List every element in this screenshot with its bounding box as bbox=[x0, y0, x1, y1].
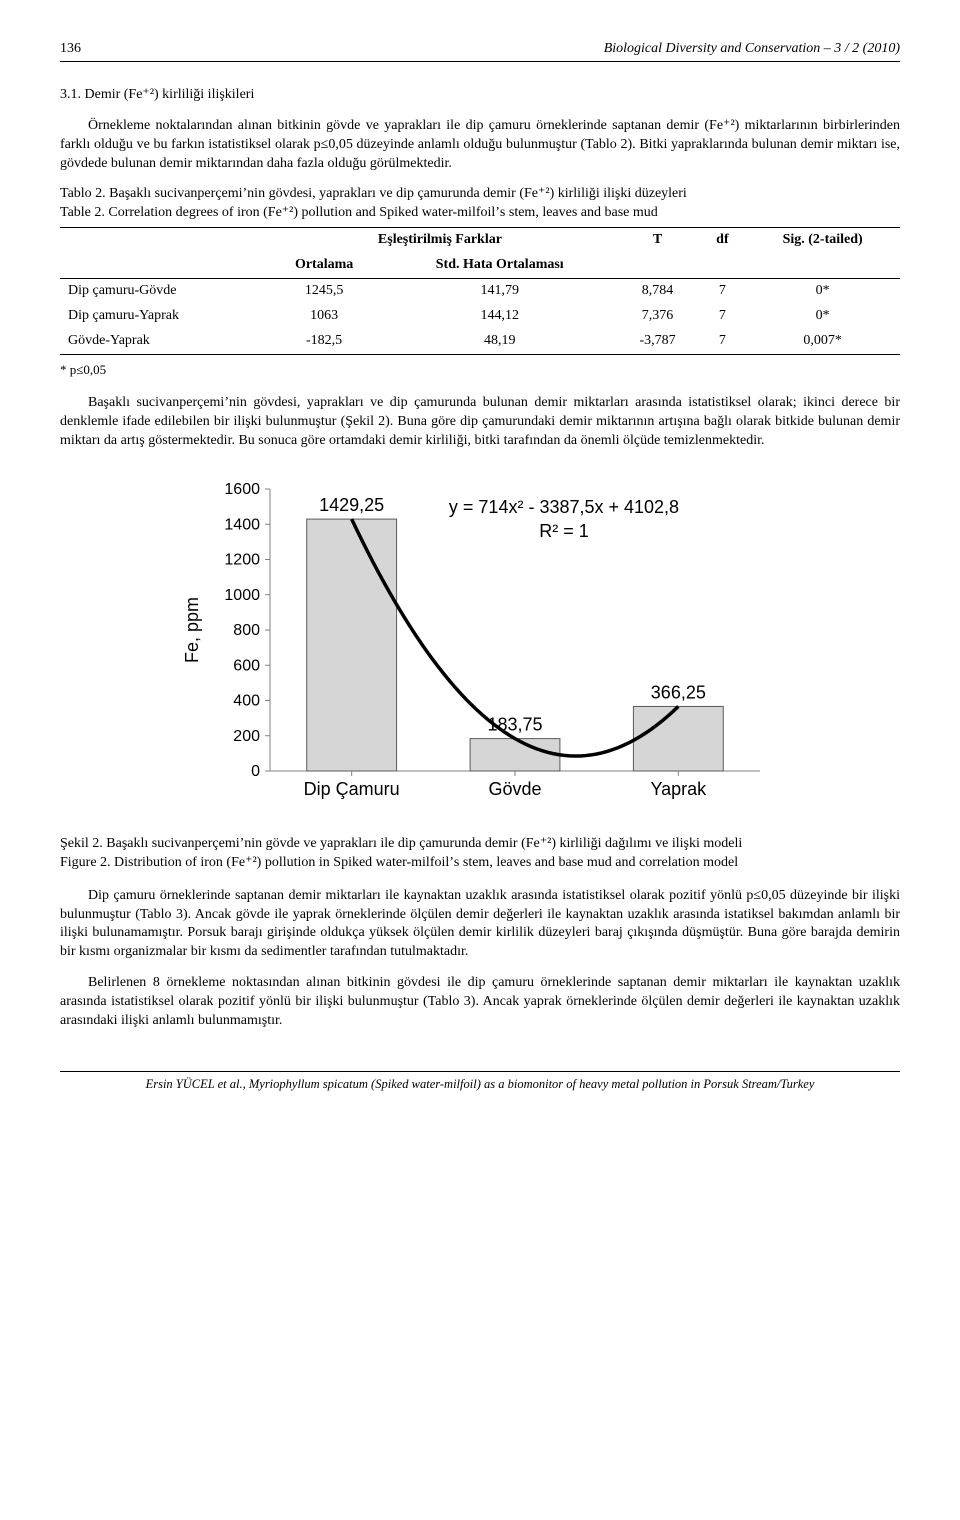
th-sig: Sig. (2-tailed) bbox=[745, 228, 900, 253]
page-number: 136 bbox=[60, 40, 81, 59]
section-heading: 3.1. Demir (Fe⁺²) kirliliği ilişkileri bbox=[60, 86, 900, 105]
table-cell: 0* bbox=[745, 304, 900, 329]
table-cell: 8,784 bbox=[616, 279, 700, 304]
table-row: Gövde-Yaprak-182,548,19-3,78770,007* bbox=[60, 329, 900, 354]
table2-caption-tr: Tablo 2. Başaklı sucivanperçemiʼnin gövd… bbox=[60, 185, 900, 204]
table-cell: 144,12 bbox=[384, 304, 616, 329]
table2-caption: Tablo 2. Başaklı sucivanperçemiʼnin gövd… bbox=[60, 185, 900, 223]
fe-chart-svg: 0 200 400 600 800 1000 1200 1400 1600 Fe, ppm 1429… bbox=[180, 471, 780, 811]
svg-text:200: 200 bbox=[233, 728, 260, 745]
paragraph-3: Dip çamuru örneklerinde saptanan demir m… bbox=[60, 887, 900, 963]
svg-text:366,25: 366,25 bbox=[651, 682, 706, 702]
journal-title: Biological Diversity and Conservation – … bbox=[604, 40, 900, 59]
fe-chart: 0 200 400 600 800 1000 1200 1400 1600 Fe, ppm 1429… bbox=[180, 471, 780, 811]
svg-text:600: 600 bbox=[233, 657, 260, 674]
th-blank2 bbox=[60, 253, 264, 278]
paragraph-1: Örnekleme noktalarından alınan bitkinin … bbox=[60, 117, 900, 174]
fig2-caption-en: Figure 2. Distribution of iron (Fe⁺²) po… bbox=[60, 855, 738, 870]
table-cell: 7,376 bbox=[616, 304, 700, 329]
th-blank3 bbox=[616, 253, 700, 278]
th-pair: Eşleştirilmiş Farklar bbox=[264, 228, 615, 253]
svg-text:800: 800 bbox=[233, 622, 260, 639]
svg-text:1600: 1600 bbox=[224, 481, 260, 498]
table-cell: 7 bbox=[700, 279, 746, 304]
paragraph-2: Başaklı sucivanperçemiʼnin gövdesi, yapr… bbox=[60, 394, 900, 451]
table-cell: 1245,5 bbox=[264, 279, 384, 304]
th-mean: Ortalama bbox=[264, 253, 384, 278]
table2-caption-en: Table 2. Correlation degrees of iron (Fe… bbox=[60, 204, 900, 223]
table-cell: 7 bbox=[700, 329, 746, 354]
th-blank4 bbox=[700, 253, 746, 278]
table-row: Dip çamuru-Gövde1245,5141,798,78470* bbox=[60, 279, 900, 304]
table-cell: -3,787 bbox=[616, 329, 700, 354]
table-cell: 1063 bbox=[264, 304, 384, 329]
th-se: Std. Hata Ortalaması bbox=[384, 253, 616, 278]
table-cell: 141,79 bbox=[384, 279, 616, 304]
th-df: df bbox=[700, 228, 746, 253]
svg-text:400: 400 bbox=[233, 692, 260, 709]
table-cell: Dip çamuru-Yaprak bbox=[60, 304, 264, 329]
svg-text:y = 714x² - 3387,5x + 4102,8: y = 714x² - 3387,5x + 4102,8 bbox=[449, 497, 679, 517]
footer-citation: Ersin YÜCEL et al., Myriophyllum spicatu… bbox=[60, 1071, 900, 1093]
th-blank5 bbox=[745, 253, 900, 278]
svg-text:1429,25: 1429,25 bbox=[319, 495, 384, 515]
table2-footnote: * p≤0,05 bbox=[60, 361, 900, 379]
svg-text:1400: 1400 bbox=[224, 516, 260, 533]
table2: Eşleştirilmiş Farklar T df Sig. (2-taile… bbox=[60, 227, 900, 354]
table-cell: -182,5 bbox=[264, 329, 384, 354]
running-header: 136 Biological Diversity and Conservatio… bbox=[60, 40, 900, 62]
svg-text:1000: 1000 bbox=[224, 587, 260, 604]
table-cell: 0* bbox=[745, 279, 900, 304]
table-cell: Gövde-Yaprak bbox=[60, 329, 264, 354]
table-cell: Dip çamuru-Gövde bbox=[60, 279, 264, 304]
table-cell: 0,007* bbox=[745, 329, 900, 354]
svg-text:Dip Çamuru: Dip Çamuru bbox=[304, 779, 400, 799]
th-blank bbox=[60, 228, 264, 253]
table-cell: 7 bbox=[700, 304, 746, 329]
table-row: Dip çamuru-Yaprak1063144,127,37670* bbox=[60, 304, 900, 329]
paragraph-4: Belirlenen 8 örnekleme noktasından alına… bbox=[60, 974, 900, 1031]
fig2-caption: Şekil 2. Başaklı sucivanperçemiʼnin gövd… bbox=[60, 835, 900, 873]
svg-text:Gövde: Gövde bbox=[488, 779, 541, 799]
fig2-caption-tr: Şekil 2. Başaklı sucivanperçemiʼnin gövd… bbox=[60, 836, 742, 851]
table-cell: 48,19 bbox=[384, 329, 616, 354]
svg-text:1200: 1200 bbox=[224, 551, 260, 568]
svg-text:0: 0 bbox=[251, 763, 260, 780]
svg-text:Yaprak: Yaprak bbox=[650, 779, 707, 799]
svg-text:R² = 1: R² = 1 bbox=[539, 521, 589, 541]
svg-text:Fe, ppm: Fe, ppm bbox=[182, 597, 202, 663]
th-t: T bbox=[616, 228, 700, 253]
